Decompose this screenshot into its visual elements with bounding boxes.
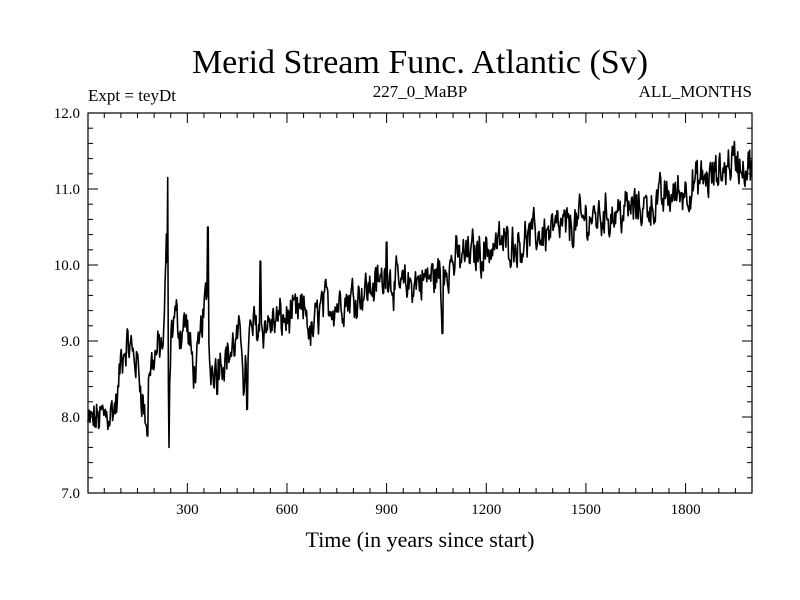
plot-frame xyxy=(87,112,753,494)
chart-title: Merid Stream Func. Atlantic (Sv) xyxy=(192,44,648,81)
chart-subtitle-center: 227_0_MaBP xyxy=(373,82,467,101)
x-tick-label: 600 xyxy=(276,502,299,518)
y-tick-label: 7.0 xyxy=(61,486,80,502)
y-tick-label: 9.0 xyxy=(61,334,80,350)
x-tick-label: 1200 xyxy=(471,502,501,518)
y-tick-label: 11.0 xyxy=(54,182,80,198)
chart-subtitle-left: Expt = teyDt xyxy=(88,86,176,105)
x-tick-label: 300 xyxy=(176,502,199,518)
plot-area: 300 600 900 1200 1500 1800 7.0 8.0 9.0 10.0 11.0 12… xyxy=(54,106,753,518)
y-tick-label: 12.0 xyxy=(54,106,80,122)
x-axis-label: Time (in years since start) xyxy=(306,527,535,552)
chart-subtitle-right: ALL_MONTHS xyxy=(639,82,752,101)
x-tick-label: 900 xyxy=(375,502,398,518)
y-tick-label: 8.0 xyxy=(61,410,80,426)
x-tick-label: 1500 xyxy=(571,502,601,518)
y-tick-label: 10.0 xyxy=(54,258,80,274)
x-tick-label: 1800 xyxy=(671,502,701,518)
series-line-atlantic-moc xyxy=(87,140,753,449)
